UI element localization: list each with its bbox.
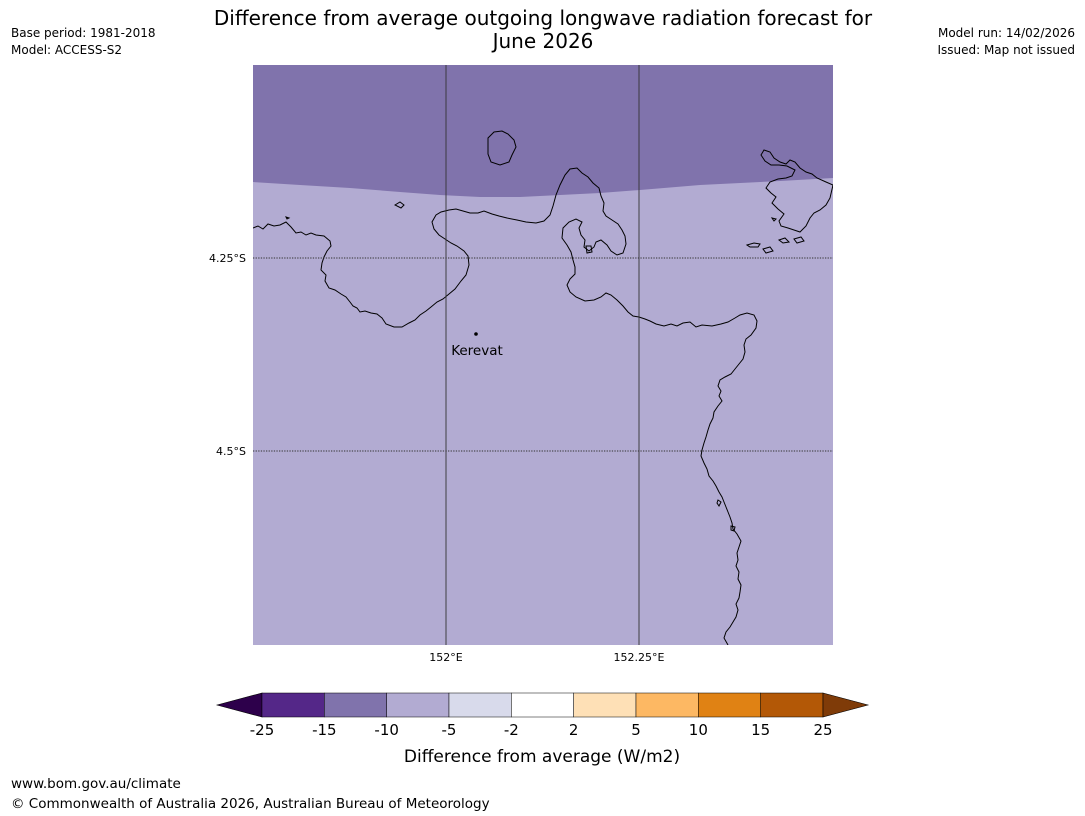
colorbar-tick-label: -15	[312, 721, 337, 739]
metadata-right: Model run: 14/02/2026 Issued: Map not is…	[937, 25, 1075, 59]
map-area: Kerevat	[253, 65, 833, 645]
colorbar-tick-label: 10	[689, 721, 708, 739]
colorbar-segment	[573, 692, 637, 718]
model-text: Model: ACCESS-S2	[11, 43, 123, 57]
colorbar-tick-label: -10	[374, 721, 399, 739]
town-marker	[474, 332, 478, 336]
colorbar-segment	[448, 692, 512, 718]
colorbar-tick-label: 25	[813, 721, 832, 739]
colorbar-extend-high	[822, 692, 870, 718]
lon-label: 152.25°E	[614, 651, 665, 664]
colorbar-segment	[635, 692, 699, 718]
anomaly-band-north	[253, 65, 833, 197]
map-title-line-2: June 2026	[492, 29, 594, 53]
colorbar-label: Difference from average (W/m2)	[404, 747, 680, 767]
colorbar-segment	[511, 692, 574, 718]
colorbar-tick-label: 15	[751, 721, 770, 739]
colorbar-tick-label: 2	[569, 721, 579, 739]
coastlines	[253, 130, 833, 645]
colorbar-tick-label: -5	[442, 721, 457, 739]
lon-label: 152°E	[429, 651, 462, 664]
colorbar-segment	[261, 692, 325, 718]
base-period-text: Base period: 1981-2018	[11, 26, 156, 40]
colorbar-segment	[324, 692, 387, 718]
footer: www.bom.gov.au/climate © Commonwealth of…	[11, 774, 490, 814]
colorbar-tick-label: -2	[504, 721, 519, 739]
metadata-left: Base period: 1981-2018 Model: ACCESS-S2	[11, 25, 156, 59]
colorbar-segment	[698, 692, 761, 718]
colorbar-extend-low	[215, 692, 263, 718]
map-title: Difference from average outgoing longwav…	[193, 7, 893, 53]
lat-label: 4.5°S	[216, 445, 246, 458]
map-graticule	[253, 65, 833, 645]
colorbar-segment	[760, 692, 824, 718]
colorbar-segment	[386, 692, 450, 718]
lat-label: 4.25°S	[209, 252, 246, 265]
issued-text: Issued: Map not issued	[937, 43, 1075, 57]
website-link[interactable]: www.bom.gov.au/climate	[11, 776, 181, 792]
colorbar-tick-label: 5	[631, 721, 641, 739]
map-title-line-1: Difference from average outgoing longwav…	[213, 6, 873, 30]
model-run-text: Model run: 14/02/2026	[937, 26, 1075, 40]
copyright-text: © Commonwealth of Australia 2026, Austra…	[11, 796, 490, 812]
colorbar-tick-label: -25	[250, 721, 275, 739]
town-label: Kerevat	[451, 343, 503, 359]
colorbar: -25 -15 -10 -5 -2 2 5 10 15 25 Difference from av…	[215, 692, 870, 767]
